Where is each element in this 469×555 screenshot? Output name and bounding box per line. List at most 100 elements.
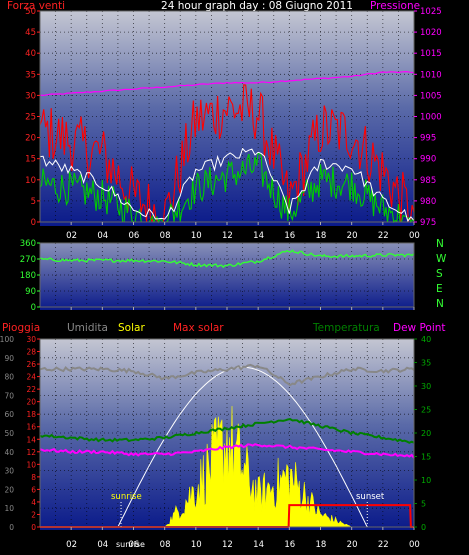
temperature-tick-label: 35 bbox=[421, 359, 431, 368]
direction-left-tick-label: 0 bbox=[31, 303, 36, 313]
wind-left-tick-label: 15 bbox=[25, 155, 36, 165]
hour-tick-label: 02 bbox=[66, 540, 77, 550]
hour-tick-label: 08 bbox=[160, 540, 171, 550]
temperature-tick-label: 40 bbox=[421, 335, 431, 344]
wind-right-tick-label: 1025 bbox=[420, 7, 442, 17]
gust-series-line bbox=[39, 84, 415, 223]
hour-tick-label: 08 bbox=[160, 231, 171, 241]
temperature-tick-label: 15 bbox=[421, 453, 431, 462]
compass-label: N bbox=[436, 238, 444, 250]
wind-right-tick-label: 1010 bbox=[420, 70, 442, 80]
wind-right-tick-label: 995 bbox=[420, 134, 436, 144]
humidity-tick-label: 20 bbox=[4, 485, 14, 494]
wind-left-tick-label: 45 bbox=[25, 28, 36, 38]
sunset-label: sunset bbox=[356, 492, 385, 502]
direction-left-tick-label: 180 bbox=[20, 271, 36, 281]
rain-tick-label: 10 bbox=[26, 460, 36, 469]
hour-tick-label: 06 bbox=[129, 231, 140, 241]
rain-tick-label: 20 bbox=[26, 398, 36, 407]
temperature-tick-label: 30 bbox=[421, 382, 431, 391]
wind-left-tick-label: 50 bbox=[25, 7, 36, 17]
temperature-tick-label: 25 bbox=[421, 406, 431, 415]
wind-right-label: Pressione bbox=[370, 0, 420, 12]
rain-tick-label: 0 bbox=[31, 523, 36, 532]
rain-tick-label: 8 bbox=[31, 473, 36, 482]
rain-tick-label: 12 bbox=[26, 448, 36, 457]
wind-left-label: Forza venti bbox=[7, 0, 65, 12]
hour-tick-label: 22 bbox=[378, 231, 389, 241]
wind-right-tick-label: 985 bbox=[420, 176, 436, 186]
hour-tick-label: 18 bbox=[316, 540, 327, 550]
temperature-tick-label: 5 bbox=[421, 500, 426, 509]
wind-left-tick-label: 20 bbox=[25, 134, 36, 144]
compass-label: W bbox=[436, 253, 447, 265]
dew-point-series-line bbox=[39, 443, 415, 459]
hour-tick-label: 14 bbox=[253, 231, 264, 241]
wind-right-tick-label: 990 bbox=[420, 155, 436, 165]
rain-tick-label: 26 bbox=[26, 360, 36, 369]
hour-tick-label: 22 bbox=[378, 540, 389, 550]
wind-right-tick-label: 980 bbox=[420, 197, 436, 207]
wind-panel bbox=[40, 11, 414, 226]
temperature-tick-label: 20 bbox=[421, 429, 431, 438]
wind-right-tick-label: 1005 bbox=[420, 91, 442, 101]
rain-tick-label: 14 bbox=[26, 435, 36, 444]
rain-tick-label: 30 bbox=[26, 335, 36, 344]
direction-series-line bbox=[39, 249, 415, 269]
hour-tick-label: 10 bbox=[191, 540, 202, 550]
compass-label: S bbox=[436, 268, 443, 280]
sunrise-label: sunrise bbox=[111, 492, 142, 502]
hour-tick-label: 12 bbox=[222, 540, 233, 550]
pressure-series-line bbox=[39, 70, 415, 97]
speed-series-line bbox=[39, 152, 415, 224]
humidity-tick-label: 40 bbox=[4, 448, 14, 457]
humidity-tick-label: 90 bbox=[4, 354, 14, 363]
humidity-tick-label: 70 bbox=[4, 391, 14, 400]
direction-left-tick-label: 270 bbox=[20, 255, 36, 265]
rain-tick-label: 6 bbox=[31, 485, 36, 494]
wind-left-tick-label: 0 bbox=[31, 218, 36, 228]
hour-tick-label: 04 bbox=[97, 231, 108, 241]
hour-tick-label: 02 bbox=[66, 231, 77, 241]
humidity-tick-label: 0 bbox=[9, 523, 14, 532]
humidity-tick-label: 10 bbox=[4, 504, 14, 513]
legend-solar: Solar bbox=[118, 322, 145, 334]
sunrise-axis-label: sunrise bbox=[116, 540, 145, 549]
wind-left-tick-label: 35 bbox=[25, 70, 36, 80]
humidity-tick-label: 100 bbox=[0, 335, 14, 344]
hour-tick-label: 16 bbox=[284, 540, 295, 550]
humidity-series-line bbox=[39, 363, 415, 387]
rain-tick-label: 4 bbox=[31, 498, 36, 507]
hour-tick-label: 10 bbox=[191, 231, 202, 241]
hour-tick-label: 12 bbox=[222, 231, 233, 241]
wind-right-tick-label: 1000 bbox=[420, 113, 442, 123]
rain-tick-label: 24 bbox=[26, 373, 36, 382]
direction-left-tick-label: 90 bbox=[25, 287, 36, 297]
temperature-series-line bbox=[39, 418, 415, 444]
average-series-line bbox=[39, 147, 415, 223]
legend-max-solar: Max solar bbox=[173, 322, 224, 334]
wind-right-tick-label: 1020 bbox=[420, 28, 442, 38]
humidity-tick-label: 30 bbox=[4, 467, 14, 476]
hour-tick-label: 20 bbox=[347, 231, 358, 241]
direction-left-tick-label: 360 bbox=[20, 239, 36, 249]
direction-panel bbox=[40, 243, 414, 310]
temperature-tick-label: 10 bbox=[421, 476, 431, 485]
hour-tick-label: 06 bbox=[129, 540, 140, 550]
legend-humidity: Umidita bbox=[67, 322, 108, 334]
rain-tick-label: 18 bbox=[26, 410, 36, 419]
hour-tick-label: 16 bbox=[284, 231, 295, 241]
hour-tick-label: 00 bbox=[409, 231, 420, 241]
hour-tick-label: 00 bbox=[409, 540, 420, 550]
hour-tick-label: 20 bbox=[347, 540, 358, 550]
compass-label: N bbox=[436, 298, 444, 310]
wind-right-tick-label: 1015 bbox=[420, 49, 442, 59]
legend-temperature: Temperatura bbox=[312, 322, 380, 334]
hour-tick-label: 14 bbox=[253, 540, 264, 550]
hour-tick-label: 18 bbox=[316, 231, 327, 241]
rain-tick-label: 22 bbox=[26, 385, 36, 394]
wind-left-tick-label: 10 bbox=[25, 176, 36, 186]
